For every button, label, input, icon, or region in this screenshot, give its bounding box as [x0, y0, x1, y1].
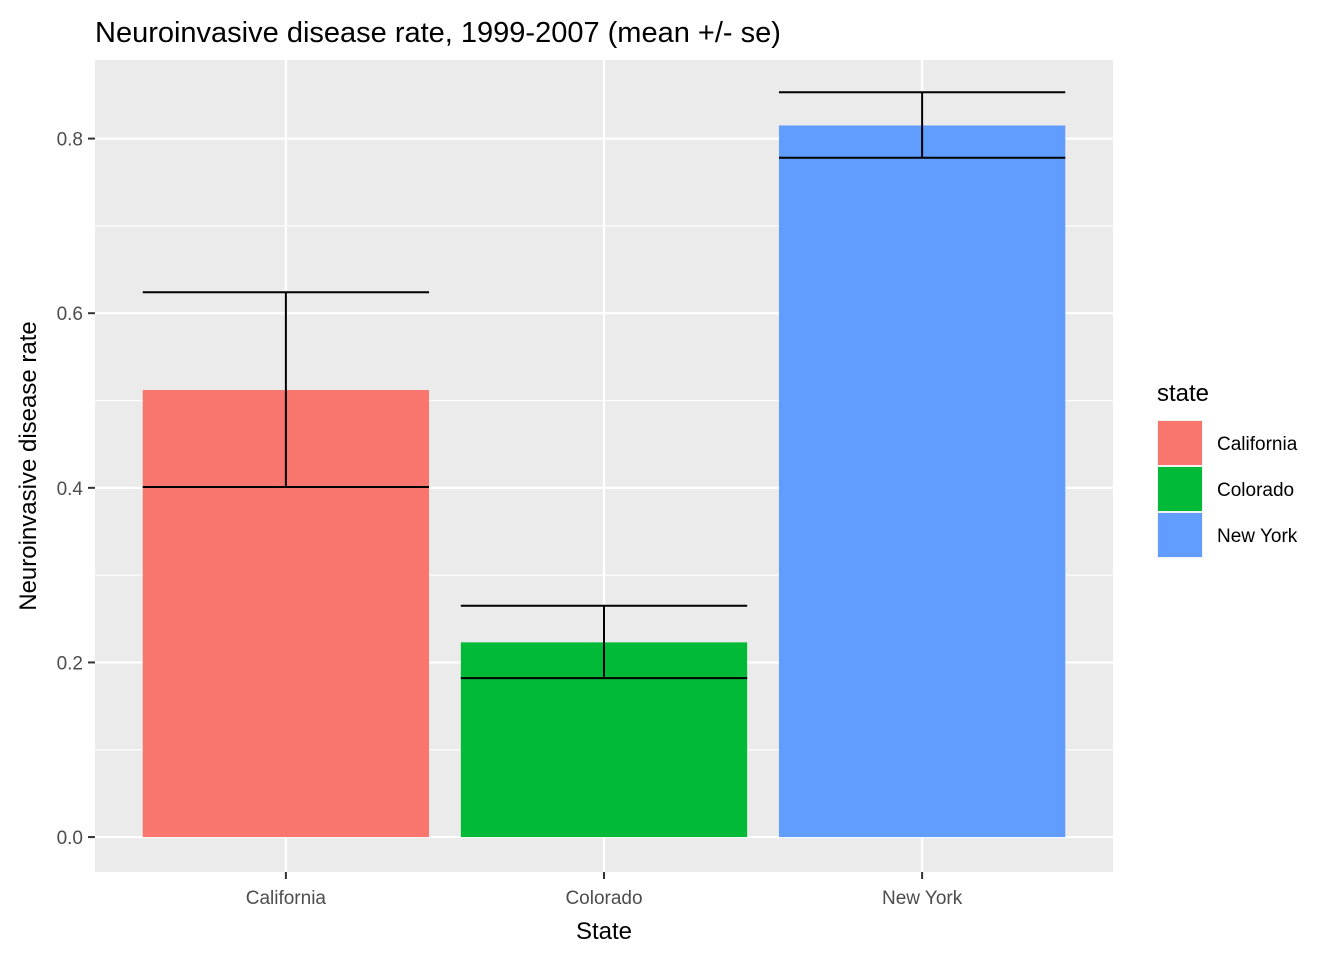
legend-item: New York [1157, 512, 1298, 558]
legend-label: Colorado [1217, 480, 1294, 501]
error-bars [142, 91, 1066, 680]
chart-title: Neuroinvasive disease rate, 1999-2007 (m… [95, 17, 781, 49]
x-tick-label: New York [882, 888, 963, 909]
legend-label: California [1217, 434, 1298, 455]
x-tick-label: Colorado [565, 888, 642, 909]
y-tick-label: 0.0 [57, 828, 83, 849]
error-bar-california [142, 291, 430, 488]
legend-items: California Colorado New York [1157, 420, 1298, 558]
legend-title: state [1157, 380, 1209, 407]
y-tick-label: 0.6 [57, 304, 83, 325]
y-tick-label: 0.4 [57, 479, 84, 500]
error-bar-new-york [778, 91, 1066, 159]
error-bar-colorado [460, 604, 748, 680]
x-axis: California Colorado New York [246, 872, 963, 909]
legend-swatch [1158, 513, 1202, 557]
bars [142, 125, 1066, 838]
x-tick-label: California [246, 888, 327, 909]
legend: state California Colorado New York [1157, 380, 1298, 558]
x-axis-title: State [576, 918, 632, 945]
y-axis-title: Neuroinvasive disease rate [15, 321, 42, 611]
y-axis: 0.0 0.2 0.4 0.6 0.8 [57, 130, 95, 849]
legend-item: Colorado [1157, 466, 1294, 512]
legend-swatch [1158, 467, 1202, 511]
legend-swatch [1158, 421, 1202, 465]
legend-item: California [1157, 420, 1298, 466]
bar-new-york [778, 125, 1066, 838]
legend-label: New York [1217, 526, 1298, 547]
y-tick-label: 0.8 [57, 130, 83, 151]
y-tick-label: 0.2 [57, 653, 83, 674]
